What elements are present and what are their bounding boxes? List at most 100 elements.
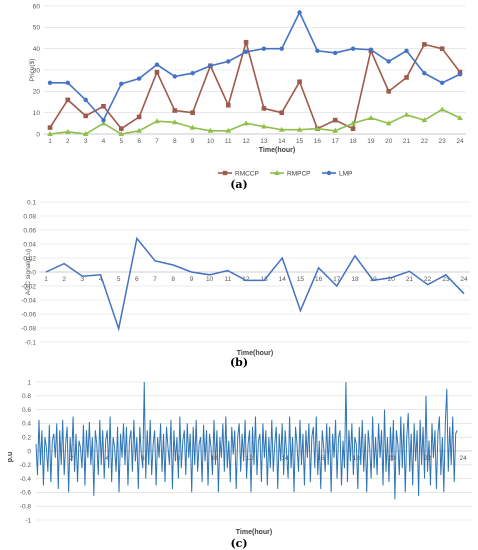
y-tick-label: 0: [32, 269, 36, 276]
y-tick-label: 0.6: [22, 407, 31, 414]
y-tick-label: -0.2: [20, 462, 32, 469]
chart-b: -0.1 -0.08 -0.06 -0.04 -0.02 0 0.02 0.04 0.06 0.0…: [21, 199, 470, 368]
x-tick-label: 8: [171, 276, 175, 283]
point-RMCCP: [422, 42, 427, 47]
x-tick-label: 18: [351, 276, 359, 283]
x-tick-label: 6: [135, 276, 139, 283]
point-RMCCP: [65, 97, 71, 103]
point-LMP: [47, 80, 53, 86]
x-tick-label: 12: [242, 276, 250, 283]
point-RMCCP: [190, 110, 195, 115]
y-tick-label: 0.08: [23, 213, 36, 220]
point-RMPCP: [457, 115, 463, 120]
point-LMP: [333, 50, 338, 56]
x-tick-label: 24: [459, 455, 467, 462]
point-RMCCP: [350, 126, 356, 131]
point-LMP: [65, 80, 71, 86]
x-tick-label: 12: [242, 138, 250, 145]
x-tick-label: 13: [260, 138, 268, 145]
y-tick-label: 30: [33, 67, 41, 74]
panel-label-a: (a): [230, 178, 248, 190]
point-RMCCP: [101, 103, 106, 109]
point-RMPCP: [385, 120, 392, 126]
point-RMCCP: [136, 114, 142, 120]
legend-marker-RMPCP: [274, 170, 280, 175]
point-RMCCP: [47, 125, 53, 130]
x-tick-label: 1: [44, 276, 48, 283]
y-tick-label: -0.02: [21, 283, 36, 290]
point-RMPCP: [100, 120, 107, 126]
regulation-signal-line: [35, 381, 458, 500]
point-RMPCP: [368, 115, 374, 120]
y-axis-title: AGC signal(p.u): [25, 249, 32, 295]
point-RMCCP: [119, 126, 124, 131]
point-RMCCP: [404, 75, 409, 80]
x-tick-label: 20: [388, 276, 396, 283]
point-RMPCP: [154, 118, 160, 124]
y-tick-label: 0.06: [23, 227, 36, 234]
point-RMPCP: [350, 120, 356, 126]
point-RMCCP: [386, 89, 391, 94]
x-tick-label: 11: [225, 138, 232, 145]
x-tick-label: 22: [424, 455, 432, 462]
x-tick-label: 4: [105, 455, 109, 462]
x-axis-title: Time(hour): [259, 147, 295, 154]
x-tick-label: 4: [99, 276, 103, 283]
point-RMCCP: [172, 108, 178, 113]
x-tick-label: 20: [385, 138, 393, 145]
x-tick-label: 14: [279, 276, 287, 283]
series-line-RMCCP: [49, 39, 461, 130]
x-tick-label: 10: [210, 455, 218, 462]
x-tick-label: 21: [406, 276, 414, 283]
series-line-LMP: [50, 10, 461, 122]
x-axis-title: Time(hour): [236, 529, 272, 536]
y-axis-title: Price($): [29, 59, 36, 82]
point-RMCCP: [225, 102, 231, 108]
panel-label-b: (b): [230, 356, 248, 368]
x-tick-label: 19: [367, 138, 375, 145]
point-RMPCP: [47, 131, 53, 136]
point-LMP: [226, 59, 231, 64]
y-tick-label: -0.04: [21, 297, 36, 304]
point-RMPCP: [65, 128, 71, 134]
x-tick-label: 22: [424, 276, 432, 283]
y-tick-label: -0.8: [20, 504, 32, 511]
point-LMP: [404, 48, 409, 53]
x-tick-label: 2: [70, 455, 74, 462]
x-tick-label: 20: [388, 455, 396, 462]
point-LMP: [368, 47, 374, 52]
y-tick-label: -0.06: [21, 311, 36, 318]
y-tick-label: 50: [33, 25, 41, 32]
point-RMPCP: [421, 117, 428, 123]
x-tick-label: 6: [137, 138, 141, 145]
x-tick-label: 18: [353, 455, 361, 462]
point-RMPCP: [225, 127, 232, 133]
point-RMCCP: [332, 117, 338, 123]
point-LMP: [119, 81, 124, 87]
point-LMP: [261, 46, 267, 51]
x-tick-label: 18: [349, 138, 357, 145]
y-tick-label: 60: [33, 3, 41, 10]
y-tick-label: 0.2: [22, 435, 31, 442]
point-LMP: [279, 46, 284, 51]
y-tick-label: 0.4: [22, 421, 31, 428]
y-tick-label: -0.4: [20, 476, 32, 483]
x-tick-label: 12: [246, 455, 254, 462]
x-tick-label: 14: [278, 138, 286, 145]
point-LMP: [190, 71, 195, 76]
x-tick-label: 8: [173, 138, 177, 145]
point-RMPCP: [243, 120, 249, 126]
x-tick-label: 23: [439, 138, 447, 145]
x-tick-label: 5: [117, 276, 121, 283]
legend-label-LMP: LMP: [339, 170, 352, 177]
chart-c: -1-0.8-0.6-0.4-0.200.20.40.60.81p.u 2 4 6 8 1…: [7, 379, 472, 550]
point-LMP: [243, 49, 249, 55]
point-RMPCP: [314, 125, 321, 131]
x-tick-label: 17: [332, 138, 340, 145]
x-tick-label: 10: [207, 138, 215, 145]
x-tick-label: 3: [84, 138, 88, 145]
x-tick-label: 4: [102, 138, 106, 145]
x-tick-label: 10: [206, 276, 214, 283]
x-tick-label: 8: [177, 455, 181, 462]
point-RMCCP: [279, 110, 285, 115]
